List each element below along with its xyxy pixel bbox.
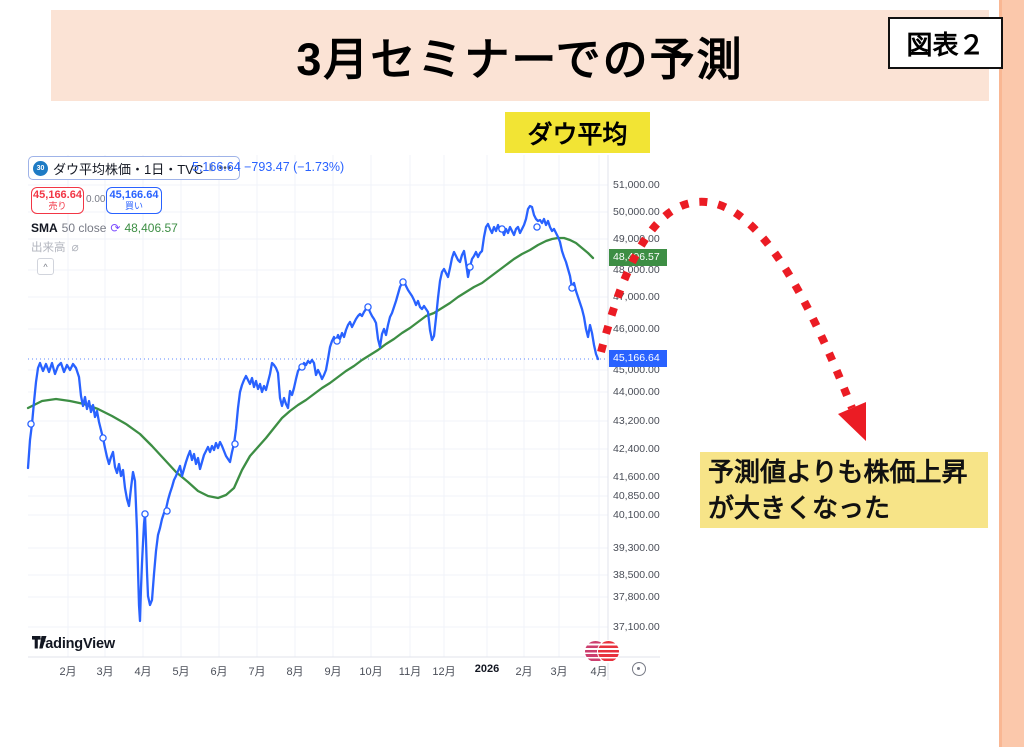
- scale-settings-icon[interactable]: [632, 662, 646, 676]
- collapse-panel-button[interactable]: ^: [37, 258, 54, 275]
- sma-value: 48,406.57: [124, 221, 178, 235]
- symbol-button[interactable]: 30 ダウ平均株価・1日・TVC ▮ •••: [28, 156, 241, 180]
- page-title: 3月セミナーでの予測: [296, 34, 744, 85]
- tradingview-logo-icon: [32, 636, 47, 649]
- chart-type-icon[interactable]: ▮: [208, 162, 214, 173]
- flag-icon: [597, 640, 620, 663]
- refresh-icon[interactable]: ⟳: [110, 221, 121, 235]
- sma-indicator-row[interactable]: SMA 50 close ⟳ 48,406.57: [31, 221, 178, 235]
- more-options-icon[interactable]: •••: [218, 162, 233, 174]
- sell-price: 45,166.64: [33, 188, 82, 201]
- price-change-readout: 5,166.64 −793.47 (−1.73%): [192, 160, 345, 174]
- annotation-callout: 予測値よりも株価上昇 が大きくなった: [700, 452, 988, 528]
- buy-price: 45,166.64: [109, 188, 159, 201]
- buy-button[interactable]: 45,166.64 買い: [106, 187, 162, 214]
- tradingview-attribution[interactable]: TradingView: [32, 636, 115, 652]
- volume-indicator-row[interactable]: 出来高 ⌀: [31, 239, 79, 255]
- chart-name-tag: ダウ平均: [505, 112, 650, 153]
- callout-line1: 予測値よりも株価上昇: [708, 457, 968, 487]
- last-price-badge: 45,166.64: [609, 350, 667, 367]
- economic-calendar-flags-icon[interactable]: [584, 640, 622, 663]
- sell-button[interactable]: 45,166.64 売り: [31, 187, 84, 214]
- visibility-off-icon[interactable]: ⌀: [71, 240, 79, 254]
- sma-name: SMA: [31, 221, 58, 235]
- sma-price-badge: 48,406.57: [609, 249, 667, 266]
- dow30-logo-icon: 30: [33, 160, 48, 176]
- spread-value: 0.00: [86, 194, 106, 205]
- title-banner: 3月セミナーでの予測: [51, 10, 989, 101]
- sma-params: 50 close: [61, 221, 107, 235]
- slide-edge-strip: [999, 0, 1024, 747]
- sell-label: 売り: [48, 200, 67, 211]
- buy-label: 買い: [124, 200, 143, 211]
- tradingview-wordmark: TradingView: [32, 636, 115, 652]
- figure-number-box: 図表２: [888, 17, 1003, 69]
- symbol-title: ダウ平均株価・1日・TVC: [53, 161, 204, 177]
- callout-line2: が大きくなった: [708, 493, 891, 523]
- volume-label: 出来高: [31, 242, 66, 254]
